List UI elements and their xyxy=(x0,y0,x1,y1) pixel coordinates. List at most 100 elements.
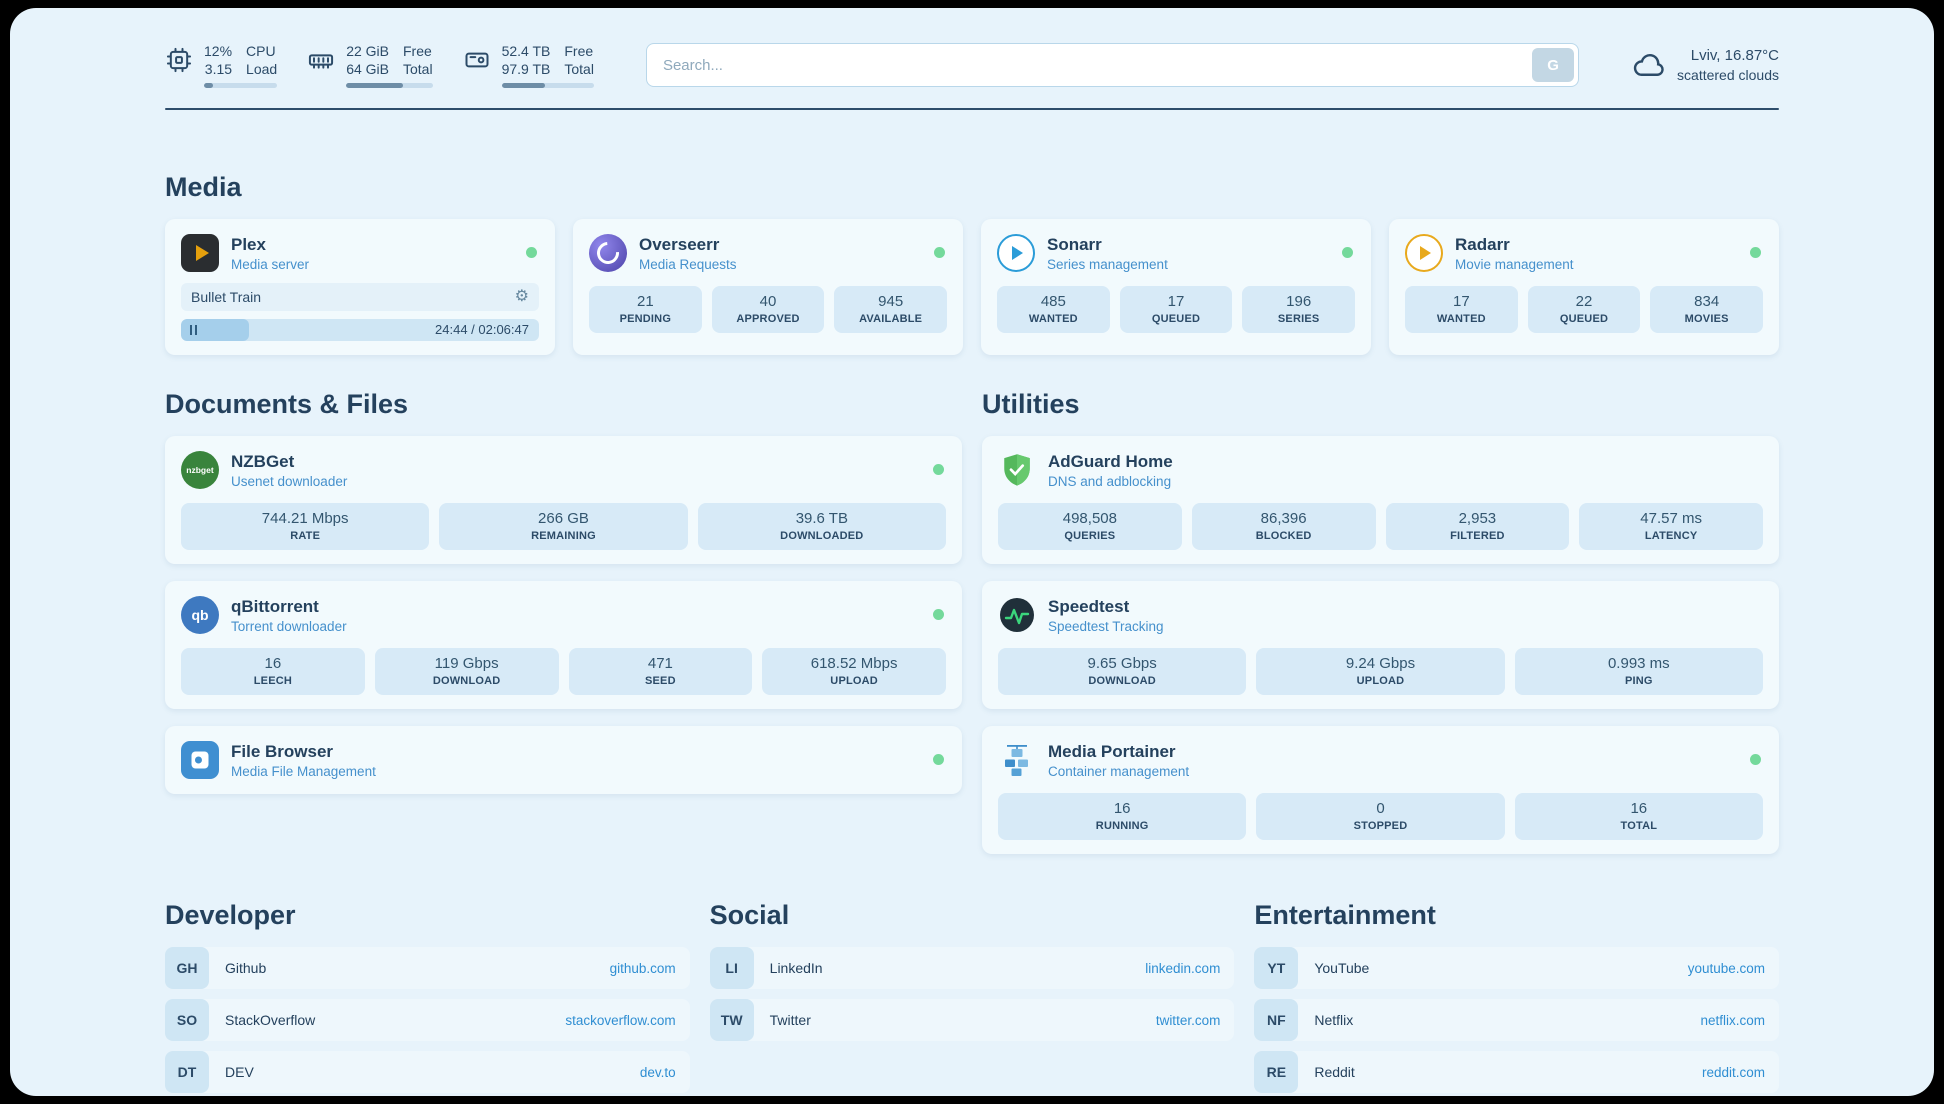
bookmark-abbr: LI xyxy=(709,947,754,990)
bookmark-abbr: NF xyxy=(1254,999,1299,1042)
bookmark-abbr: GH xyxy=(165,947,209,990)
stat-box: 22 QUEUED xyxy=(1527,286,1641,334)
section-title-documents: Documents & Files xyxy=(165,389,409,420)
entertainment-column: Entertainment YT YouTube youtube.com NF … xyxy=(1254,900,1779,1096)
stat-box: 9.24 Gbps UPLOAD xyxy=(1256,648,1505,696)
media-grid: Plex Media server Bullet Train 24:44 / 0… xyxy=(165,219,1779,356)
status-dot xyxy=(526,247,537,259)
stat-box: 40 APPROVED xyxy=(711,286,825,334)
bookmark-abbr: TW xyxy=(709,999,754,1042)
portainer-icon xyxy=(998,741,1036,779)
stat-box: 16 RUNNING xyxy=(998,793,1247,841)
memory-progress-bar xyxy=(346,83,433,89)
service-card-plex[interactable]: Plex Media server Bullet Train 24:44 / 0… xyxy=(165,219,555,356)
service-name: NZBGet xyxy=(231,451,295,471)
weather-condition: scattered clouds xyxy=(1677,66,1779,83)
memory-free-value: 22 GiB xyxy=(346,43,389,59)
service-card-overseerr[interactable]: Overseerr Media Requests 21 PENDING 40 A… xyxy=(573,219,963,356)
bookmark-url: linkedin.com xyxy=(1145,960,1221,976)
bookmark-abbr: DT xyxy=(165,1051,209,1094)
stat-box: 9.65 Gbps DOWNLOAD xyxy=(998,648,1247,696)
service-card-sonarr[interactable]: Sonarr Series management 485 WANTED 17 Q… xyxy=(981,219,1371,356)
bookmark-name: DEV xyxy=(225,1064,254,1081)
media-section: Media Plex Media server Bullet Train xyxy=(165,172,1779,356)
adguard-icon xyxy=(998,451,1036,489)
disk-total-label: Total xyxy=(564,61,594,78)
stat-box: 86,396 BLOCKED xyxy=(1191,503,1376,551)
stat-box: 196 SERIES xyxy=(1242,286,1356,334)
search-provider-button[interactable]: G xyxy=(1532,48,1575,83)
service-card-portainer[interactable]: Media Portainer Container management 16 … xyxy=(982,726,1779,855)
bookmark-stackoverflow[interactable]: SO StackOverflow stackoverflow.com xyxy=(165,999,690,1042)
radarr-icon xyxy=(1405,234,1443,273)
bookmark-youtube[interactable]: YT YouTube youtube.com xyxy=(1254,947,1779,990)
stat-box: 266 GB REMAINING xyxy=(439,503,688,551)
service-name: Sonarr xyxy=(1047,234,1102,254)
bookmark-name: Reddit xyxy=(1314,1064,1355,1081)
stat-box: 485 WANTED xyxy=(997,286,1110,334)
service-subtitle: Media server xyxy=(231,256,310,272)
cpu-label: CPU xyxy=(246,43,276,59)
topbar: 12% 3.15 CPU Load xyxy=(165,8,1779,89)
service-name: Plex xyxy=(231,234,266,254)
plex-icon xyxy=(181,234,219,273)
divider xyxy=(165,108,1779,111)
bookmark-url: youtube.com xyxy=(1687,960,1765,976)
service-subtitle: Media Requests xyxy=(639,256,737,272)
bookmark-twitter[interactable]: TW Twitter twitter.com xyxy=(709,999,1235,1042)
service-card-qbittorrent[interactable]: qb qBittorrent Torrent downloader 16 LEE… xyxy=(165,581,962,710)
bookmark-name: Twitter xyxy=(769,1012,811,1029)
service-card-speedtest[interactable]: Speedtest Speedtest Tracking 9.65 Gbps D… xyxy=(982,581,1779,710)
bookmark-github[interactable]: GH Github github.com xyxy=(165,947,690,990)
gear-icon[interactable] xyxy=(515,289,529,305)
stat-box: 834 MOVIES xyxy=(1650,286,1764,334)
developer-column: Developer GH Github github.com SO StackO… xyxy=(165,900,690,1096)
weather-location: Lviv, 16.87°C xyxy=(1690,46,1779,64)
disk-widget: 52.4 TB 97.9 TB Free Total xyxy=(463,42,594,89)
memory-widget: 22 GiB 64 GiB Free Total xyxy=(307,42,433,89)
service-card-filebrowser[interactable]: File Browser Media File Management xyxy=(165,726,962,795)
status-dot xyxy=(1750,247,1761,259)
overseerr-icon xyxy=(589,234,627,273)
documents-column: Documents & Files nzbget NZBGet Usenet d… xyxy=(165,389,962,854)
service-card-adguard[interactable]: AdGuard Home DNS and adblocking 498,508 … xyxy=(982,436,1779,565)
service-card-nzbget[interactable]: nzbget NZBGet Usenet downloader 744.21 M… xyxy=(165,436,962,565)
service-card-radarr[interactable]: Radarr Movie management 17 WANTED 22 QUE… xyxy=(1389,219,1779,356)
nzbget-icon: nzbget xyxy=(181,451,219,490)
bookmark-name: YouTube xyxy=(1314,960,1370,977)
stat-box: 2,953 FILTERED xyxy=(1385,503,1570,551)
service-name: Overseerr xyxy=(639,234,720,254)
bookmark-name: StackOverflow xyxy=(225,1012,316,1029)
memory-total-value: 64 GiB xyxy=(346,61,389,78)
bookmark-url: netflix.com xyxy=(1700,1012,1765,1028)
bookmark-url: github.com xyxy=(609,960,676,976)
service-name: Radarr xyxy=(1455,234,1510,254)
service-name: qBittorrent xyxy=(231,596,319,616)
bookmark-reddit[interactable]: RE Reddit reddit.com xyxy=(1254,1051,1779,1094)
pause-icon[interactable] xyxy=(190,325,197,336)
service-subtitle: Series management xyxy=(1047,256,1168,272)
disk-free-value: 52.4 TB xyxy=(501,43,551,59)
bookmark-name: Github xyxy=(225,960,267,977)
status-dot xyxy=(933,464,944,476)
service-subtitle: Movie management xyxy=(1455,256,1574,272)
bookmark-url: dev.to xyxy=(639,1064,676,1080)
bookmark-dev[interactable]: DT DEV dev.to xyxy=(165,1051,690,1094)
service-name: Speedtest xyxy=(1048,596,1130,616)
stat-box: 945 AVAILABLE xyxy=(834,286,948,334)
service-subtitle: DNS and adblocking xyxy=(1048,473,1172,489)
bookmark-netflix[interactable]: NF Netflix netflix.com xyxy=(1254,999,1779,1042)
search-input[interactable] xyxy=(645,43,1580,88)
bookmark-linkedin[interactable]: LI LinkedIn linkedin.com xyxy=(709,947,1235,990)
cpu-load-label: Load xyxy=(246,61,278,78)
section-title-utilities: Utilities xyxy=(982,389,1080,420)
service-name: AdGuard Home xyxy=(1048,451,1173,471)
playback-progress-bar[interactable]: 24:44 / 02:06:47 xyxy=(181,319,539,342)
now-playing-title: Bullet Train xyxy=(191,289,262,306)
status-dot xyxy=(1342,247,1353,259)
stat-box: 16 TOTAL xyxy=(1514,793,1763,841)
bookmarks-section: Developer GH Github github.com SO StackO… xyxy=(165,900,1779,1096)
bookmark-url: stackoverflow.com xyxy=(565,1012,676,1028)
bookmark-name: LinkedIn xyxy=(769,960,823,977)
